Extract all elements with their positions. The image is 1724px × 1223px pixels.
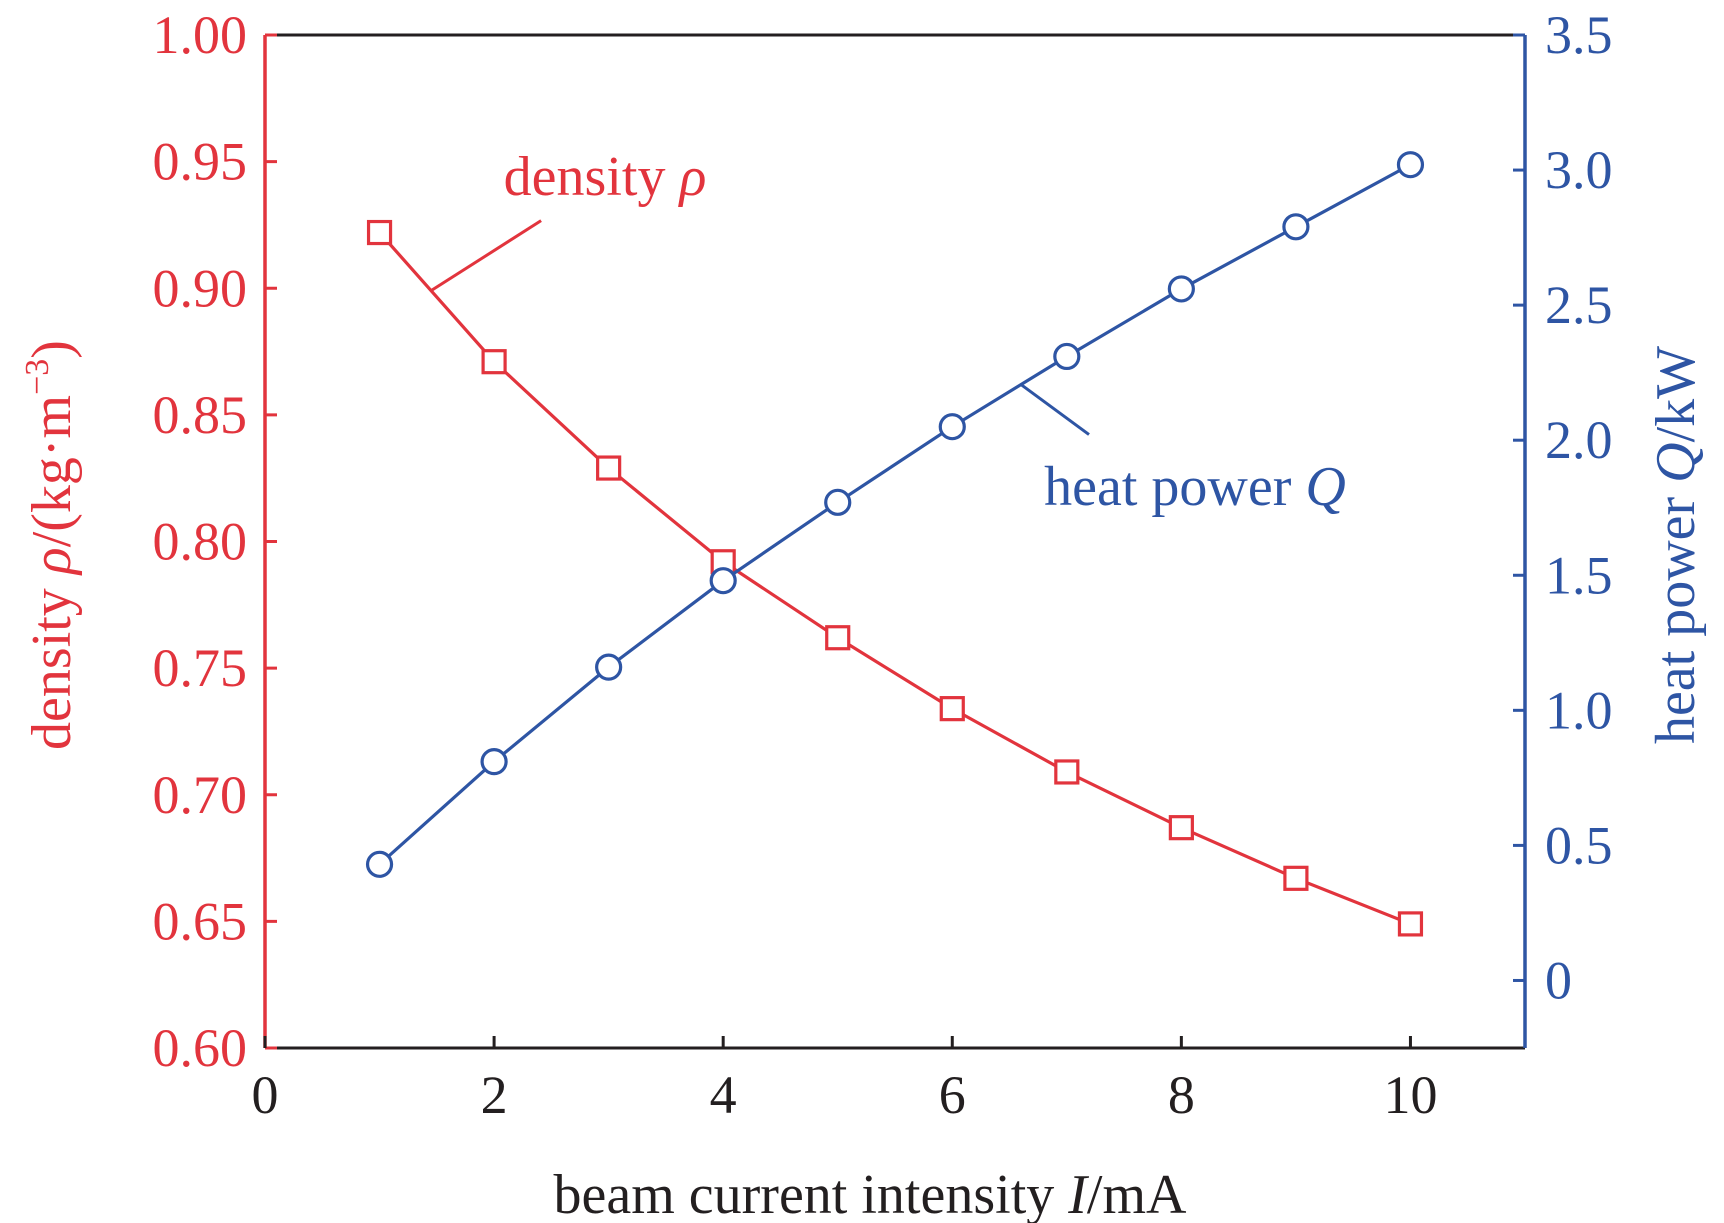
x-tick-label: 2 bbox=[481, 1065, 508, 1125]
right-y-tick-label: 0.5 bbox=[1545, 815, 1613, 875]
data-point-circle bbox=[1167, 275, 1195, 303]
left-y-tick-label: 0.90 bbox=[153, 258, 248, 318]
plot-frame bbox=[263, 33, 1527, 1050]
density-annotation: density ρ bbox=[504, 146, 707, 208]
data-point-circle bbox=[480, 748, 508, 776]
left-y-tick-label: 0.80 bbox=[153, 512, 248, 572]
right-y-axis-title: heat power Q/kW bbox=[1645, 346, 1707, 744]
data-point-square bbox=[481, 349, 507, 375]
series-density bbox=[366, 219, 1424, 937]
right-y-tick-label: 2.0 bbox=[1545, 410, 1613, 470]
left-y-tick-label: 0.65 bbox=[153, 891, 248, 951]
annotation-layer: density ρ heat power Q bbox=[430, 146, 1346, 518]
data-point-square bbox=[1168, 815, 1194, 841]
left-y-tick-label: 0.95 bbox=[153, 132, 248, 192]
data-point-circle bbox=[709, 567, 737, 595]
data-point-square bbox=[1283, 865, 1309, 891]
right-y-tick-label: 1.5 bbox=[1545, 545, 1613, 605]
right-y-axis: 0 0.5 1.0 1.5 2.0 2.5 3.0 3.5 bbox=[1513, 5, 1613, 1010]
right-y-tick-label: 3.0 bbox=[1545, 140, 1613, 200]
left-y-tick-label: 0.85 bbox=[153, 385, 248, 445]
left-y-axis: 0.60 0.65 0.70 0.75 0.80 0.85 0.90 0.95 1.00 bbox=[153, 5, 277, 1078]
data-point-circle bbox=[1053, 342, 1081, 371]
x-axis: 0 2 4 6 8 10 bbox=[252, 1036, 1437, 1125]
x-tick-label: 0 bbox=[252, 1065, 279, 1125]
x-tick-label: 4 bbox=[710, 1065, 737, 1125]
data-point-circle bbox=[365, 850, 394, 878]
heat-power-annotation: heat power Q bbox=[1044, 456, 1346, 518]
right-y-tick-label: 1.0 bbox=[1545, 680, 1613, 740]
x-tick-label: 8 bbox=[1168, 1065, 1195, 1125]
left-y-tick-label: 0.75 bbox=[153, 638, 248, 698]
data-point-circle bbox=[595, 653, 623, 681]
right-y-tick-label: 3.5 bbox=[1545, 5, 1613, 65]
series-heat-power bbox=[365, 151, 1425, 878]
left-y-tick-label: 0.70 bbox=[153, 765, 248, 825]
series-line bbox=[378, 163, 1412, 866]
x-tick-label: 6 bbox=[939, 1065, 966, 1125]
data-point-square bbox=[825, 625, 851, 651]
x-axis-title: beam current intensity I/mA bbox=[554, 1164, 1187, 1223]
series-layer bbox=[365, 151, 1425, 937]
data-point-square bbox=[1054, 759, 1080, 785]
data-point-square bbox=[596, 455, 622, 481]
left-y-tick-label: 0.60 bbox=[153, 1018, 248, 1078]
density-leader-line bbox=[430, 219, 542, 292]
data-point-circle bbox=[1396, 151, 1425, 179]
x-tick-label: 10 bbox=[1383, 1065, 1437, 1125]
left-y-axis-title: density ρ/(kg·m−3) bbox=[19, 340, 83, 750]
data-point-circle bbox=[824, 488, 852, 516]
heat-power-leader-line bbox=[1020, 383, 1090, 436]
right-y-tick-label: 2.5 bbox=[1545, 275, 1613, 335]
data-point-square bbox=[366, 219, 393, 246]
data-point-circle bbox=[1282, 213, 1310, 241]
left-y-tick-label: 1.00 bbox=[153, 5, 248, 65]
right-y-tick-label: 0 bbox=[1545, 950, 1572, 1010]
data-point-square bbox=[939, 696, 965, 722]
data-point-square bbox=[1397, 911, 1424, 937]
data-point-circle bbox=[938, 413, 966, 441]
series-line bbox=[378, 231, 1412, 926]
